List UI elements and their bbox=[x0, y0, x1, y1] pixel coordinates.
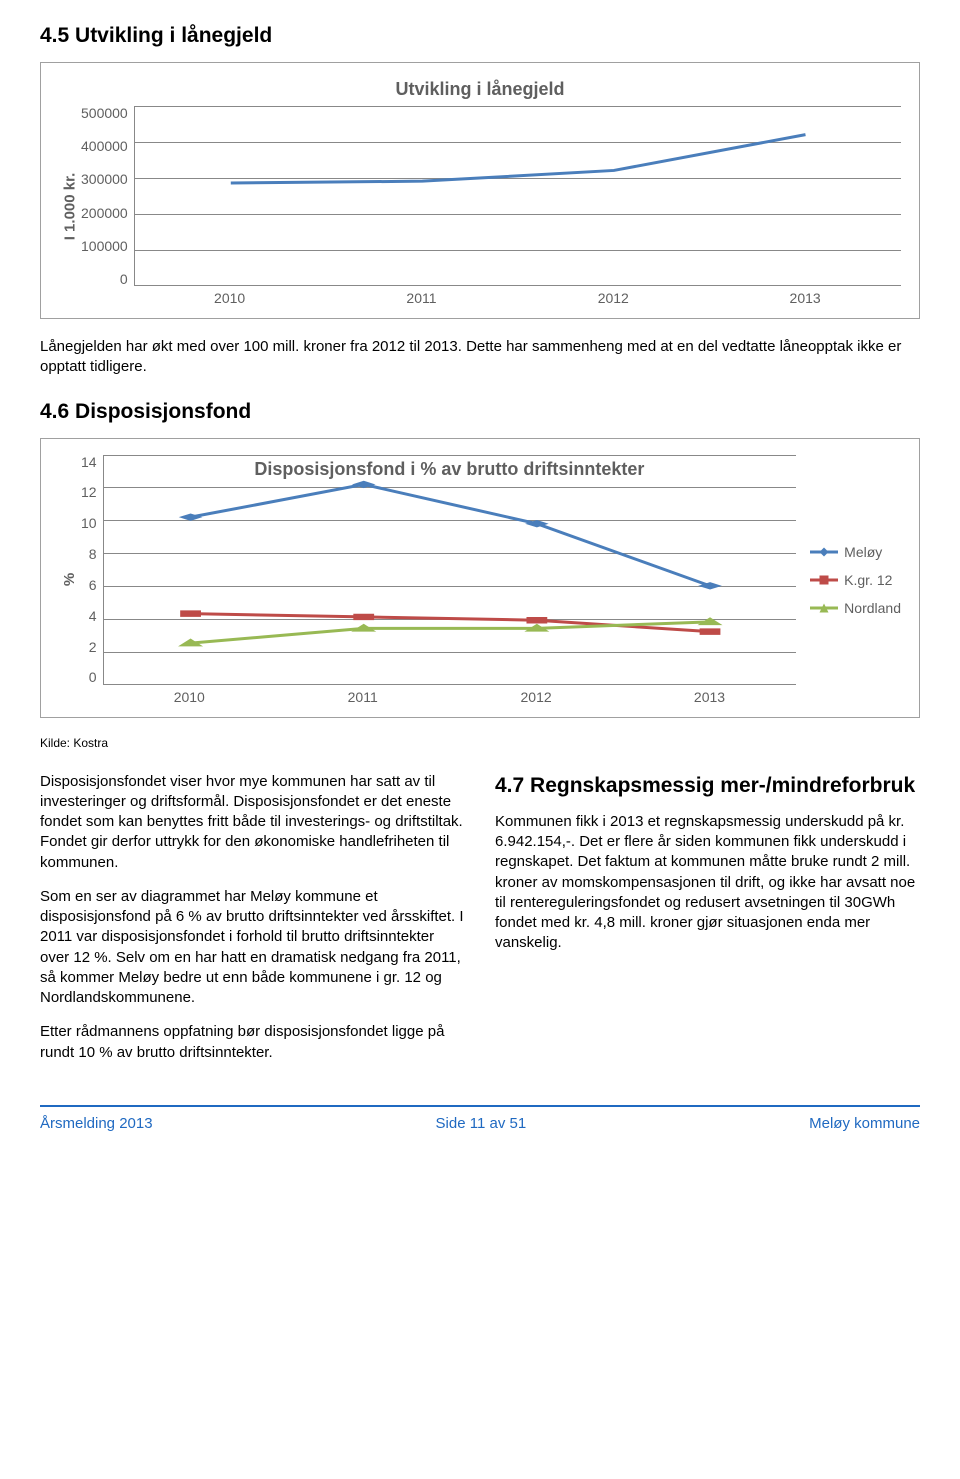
para-4-5: Lånegjelden har økt med over 100 mill. k… bbox=[40, 337, 920, 378]
legend-item-Nordland: Nordland bbox=[810, 600, 901, 616]
y-tick-label: 4 bbox=[81, 609, 97, 623]
chart1-yaxis-label: I 1.000 kr. bbox=[59, 106, 81, 306]
series-marker-Meløy bbox=[530, 521, 544, 525]
series-marker-K.gr. 12 bbox=[183, 611, 197, 615]
legend-swatch bbox=[810, 574, 838, 586]
series-marker-K.gr. 12 bbox=[356, 614, 370, 618]
left-column: Disposisjonsfondet viser hvor mye kommun… bbox=[40, 772, 465, 1077]
series-line-Meløy bbox=[190, 484, 709, 585]
series-marker-K.gr. 12 bbox=[530, 618, 544, 622]
legend-label: Nordland bbox=[844, 600, 901, 616]
chart2-plot-area bbox=[103, 455, 797, 685]
footer-center: Side 11 av 51 bbox=[436, 1115, 527, 1132]
series-line-lanegjeld bbox=[231, 135, 806, 183]
chart2-legend: Meløy K.gr. 12 Nordland bbox=[796, 455, 901, 705]
legend-label: Meløy bbox=[844, 544, 882, 560]
chart1-yticks: 500000 400000 300000 200000 100000 0 bbox=[81, 106, 134, 286]
x-tick-label: 2012 bbox=[449, 689, 622, 705]
chart1-plot-area bbox=[134, 106, 901, 286]
y-tick-label: 0 bbox=[81, 272, 128, 286]
chart1-xticks: 2010201120122013 bbox=[134, 290, 901, 306]
legend-swatch bbox=[810, 546, 838, 558]
series-marker-Nordland bbox=[356, 626, 370, 630]
series-svg bbox=[104, 455, 797, 684]
x-tick-label: 2011 bbox=[326, 290, 518, 306]
series-svg bbox=[135, 106, 901, 285]
footer-right: Meløy kommune bbox=[809, 1115, 920, 1132]
y-tick-label: 8 bbox=[81, 547, 97, 561]
y-tick-label: 0 bbox=[81, 670, 97, 684]
section-4-5-heading: 4.5 Utvikling i lånegjeld bbox=[40, 24, 920, 48]
series-marker-Nordland bbox=[530, 626, 544, 630]
y-tick-label: 12 bbox=[81, 485, 97, 499]
footer-row: Årsmelding 2013 Side 11 av 51 Meløy komm… bbox=[40, 1115, 920, 1146]
series-marker-Nordland bbox=[703, 619, 717, 623]
two-column-body: Disposisjonsfondet viser hvor mye kommun… bbox=[40, 772, 920, 1077]
right-p1: Kommunen fikk i 2013 et regnskapsmessig … bbox=[495, 812, 920, 954]
section-4-7-heading: 4.7 Regnskapsmessig mer-/mindreforbruk bbox=[495, 772, 920, 800]
left-p3: Etter rådmannens oppfatning bør disposis… bbox=[40, 1022, 465, 1063]
series-marker-Meløy bbox=[356, 482, 370, 486]
left-p2: Som en ser av diagrammet har Meløy kommu… bbox=[40, 887, 465, 1009]
chart-lanegjeld-frame: Utvikling i lånegjeld I 1.000 kr. 500000… bbox=[40, 62, 920, 319]
right-column: 4.7 Regnskapsmessig mer-/mindreforbruk K… bbox=[495, 772, 920, 1077]
series-marker-Nordland bbox=[183, 640, 197, 644]
legend-label: K.gr. 12 bbox=[844, 572, 892, 588]
y-tick-label: 10 bbox=[81, 516, 97, 530]
section-4-6-heading: 4.6 Disposisjonsfond bbox=[40, 400, 920, 424]
series-marker-Meløy bbox=[703, 583, 717, 587]
chart2-yticks: 14 12 10 8 6 4 2 0 bbox=[81, 455, 103, 685]
chart-dispfond-title: Disposisjonsfond i % av brutto driftsinn… bbox=[103, 459, 797, 480]
x-tick-label: 2010 bbox=[103, 689, 276, 705]
x-tick-label: 2013 bbox=[623, 689, 796, 705]
chart-lanegjeld-title: Utvikling i lånegjeld bbox=[59, 79, 901, 100]
y-tick-label: 300000 bbox=[81, 172, 128, 186]
y-tick-label: 6 bbox=[81, 578, 97, 592]
series-marker-K.gr. 12 bbox=[703, 629, 717, 633]
footer-rule bbox=[40, 1105, 920, 1107]
legend-item-K.gr. 12: K.gr. 12 bbox=[810, 572, 901, 588]
series-line-Nordland bbox=[190, 621, 709, 642]
x-tick-label: 2013 bbox=[709, 290, 901, 306]
chart2-yaxis-label: % bbox=[59, 455, 81, 705]
kilde-kostra: Kilde: Kostra bbox=[40, 736, 920, 750]
y-tick-label: 500000 bbox=[81, 106, 128, 120]
x-tick-label: 2011 bbox=[276, 689, 449, 705]
y-tick-label: 2 bbox=[81, 640, 97, 654]
legend-swatch bbox=[810, 602, 838, 614]
left-p1: Disposisjonsfondet viser hvor mye kommun… bbox=[40, 772, 465, 873]
y-tick-label: 14 bbox=[81, 455, 97, 469]
y-tick-label: 100000 bbox=[81, 239, 128, 253]
chart-dispfond-frame: % 14 12 10 8 6 4 2 0 Disposisjonsfond i % av br… bbox=[40, 438, 920, 718]
x-tick-label: 2010 bbox=[134, 290, 326, 306]
series-marker-Meløy bbox=[183, 514, 197, 518]
x-tick-label: 2012 bbox=[517, 290, 709, 306]
legend-item-Meløy: Meløy bbox=[810, 544, 901, 560]
chart2-xticks: 2010201120122013 bbox=[103, 689, 797, 705]
footer-left: Årsmelding 2013 bbox=[40, 1115, 153, 1132]
y-tick-label: 400000 bbox=[81, 139, 128, 153]
y-tick-label: 200000 bbox=[81, 206, 128, 220]
